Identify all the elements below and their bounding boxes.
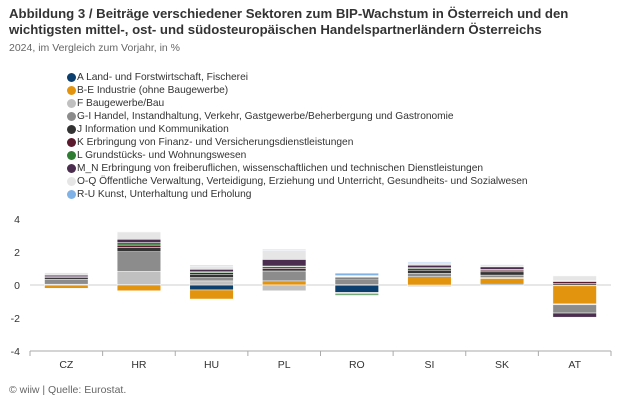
bar-segment [407, 273, 452, 278]
y-tick-label: 4 [14, 214, 20, 226]
legend-label: R-U Kunst, Unterhaltung und Erholung [77, 189, 252, 200]
legend-label: J Information und Kommunikation [77, 124, 229, 135]
y-tick-label: -2 [11, 313, 20, 325]
x-tick-label: RO [349, 359, 365, 371]
legend-item[interactable]: O-Q Öffentliche Verwaltung, Verteidigung… [67, 175, 528, 188]
bar-segment [262, 280, 307, 286]
bar-segment [262, 284, 307, 292]
legend-swatch [67, 73, 76, 82]
bar-segment [407, 285, 452, 287]
bar-segment [552, 312, 597, 318]
bar-segment [407, 261, 452, 263]
bar-segment [480, 263, 525, 265]
y-tick-label: 2 [14, 247, 20, 259]
legend-label: G-I Handel, Instandhaltung, Verkehr, Gas… [77, 111, 454, 122]
legend-swatch [67, 86, 76, 95]
legend-item[interactable]: G-I Handel, Instandhaltung, Verkehr, Gas… [67, 110, 528, 123]
bar-segment [334, 278, 379, 285]
bar-segment [262, 268, 307, 272]
bar-segment [189, 277, 234, 282]
bar-segment [552, 304, 597, 314]
bar-segment [480, 271, 525, 276]
bar-segment [334, 272, 379, 276]
legend-swatch [67, 164, 76, 173]
legend-item[interactable]: K Erbringung von Finanz- und Versicherun… [67, 136, 528, 149]
y-tick-label: -4 [11, 346, 20, 358]
bar-segment [189, 264, 234, 267]
bar-segment [116, 231, 161, 233]
bar-segment [262, 249, 307, 251]
bar-segment [44, 284, 89, 289]
bar-segment [189, 269, 234, 273]
bar-segment [189, 280, 234, 286]
bar-segment [407, 276, 452, 286]
bar-segment [334, 293, 379, 296]
bar-segment [407, 262, 452, 266]
x-tick-label: SK [495, 359, 509, 371]
bar-segment [116, 244, 161, 248]
x-tick-label: HU [204, 359, 219, 371]
x-tick-label: AT [568, 359, 581, 371]
legend-swatch [67, 99, 76, 108]
legend: A Land- und Forstwirtschaft, Fischerei B-… [67, 71, 528, 201]
legend-label: M_N Erbringung von freiberuflichen, wiss… [77, 163, 484, 174]
y-tick-label: 0 [14, 280, 20, 292]
legend-swatch [67, 125, 76, 134]
bar-segment [407, 269, 452, 274]
bar-segment [44, 272, 89, 276]
legend-item[interactable]: F Baugewerbe/Bau [67, 97, 528, 110]
bar-segment [480, 266, 525, 270]
legend-item[interactable]: J Information und Kommunikation [67, 123, 528, 136]
bar-segment [189, 289, 234, 300]
bar-segment [262, 259, 307, 267]
legend-label: A Land- und Forstwirtschaft, Fischerei [77, 72, 248, 83]
bar-segment [552, 285, 597, 305]
bar-segment [116, 271, 161, 285]
x-tick-label: SI [424, 359, 434, 371]
legend-label: L Grundstücks- und Wohnungswesen [77, 150, 247, 161]
bar-segment [116, 251, 161, 272]
bar-segment [44, 278, 89, 285]
bar-segment [116, 284, 161, 292]
legend-item[interactable]: B-E Industrie (ohne Baugewerbe) [67, 84, 528, 97]
bar-segment [262, 270, 307, 282]
bar-segment [189, 265, 234, 270]
bar-segment [116, 242, 161, 246]
bar-segment [407, 264, 452, 268]
legend-swatch [67, 138, 76, 147]
bar-segment [552, 275, 597, 282]
x-tick-label: CZ [59, 359, 74, 371]
x-tick-label: HR [131, 359, 147, 371]
bar-segment [480, 274, 525, 278]
legend-swatch [67, 177, 76, 186]
legend-label: B-E Industrie (ohne Baugewerbe) [77, 85, 229, 96]
chart-subtitle: 2024, im Vergleich zum Vorjahr, in % [9, 42, 181, 54]
bar-segment [116, 231, 161, 240]
legend-item[interactable]: R-U Kunst, Unterhaltung und Erholung [67, 188, 528, 201]
legend-swatch [67, 112, 76, 121]
x-tick-label: PL [278, 359, 291, 371]
legend-label: K Erbringung von Finanz- und Versicherun… [77, 137, 354, 148]
chart-title: Abbildung 3 / Beiträge verschiedener Sek… [9, 6, 569, 37]
legend-item[interactable]: L Grundstücks- und Wohnungswesen [67, 149, 528, 162]
legend-label: O-Q Öffentliche Verwaltung, Verteidigung… [77, 176, 528, 187]
bar-segment [189, 284, 234, 291]
bar-segment [334, 284, 379, 293]
legend-swatch [67, 190, 76, 199]
legend-item[interactable]: A Land- und Forstwirtschaft, Fischerei [67, 71, 528, 84]
legend-label: F Baugewerbe/Bau [77, 98, 165, 109]
bar-segment [262, 250, 307, 260]
bar-segment [116, 247, 161, 252]
legend-swatch [67, 151, 76, 160]
bar-segment [189, 274, 234, 278]
bar-segment [116, 239, 161, 243]
legend-item[interactable]: M_N Erbringung von freiberuflichen, wiss… [67, 162, 528, 175]
source-note: © wiiw | Quelle: Eurostat. [9, 384, 127, 396]
bar-segment [480, 278, 525, 285]
